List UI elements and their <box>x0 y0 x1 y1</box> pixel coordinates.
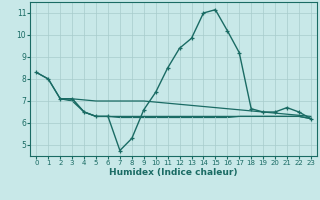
X-axis label: Humidex (Indice chaleur): Humidex (Indice chaleur) <box>109 168 238 177</box>
